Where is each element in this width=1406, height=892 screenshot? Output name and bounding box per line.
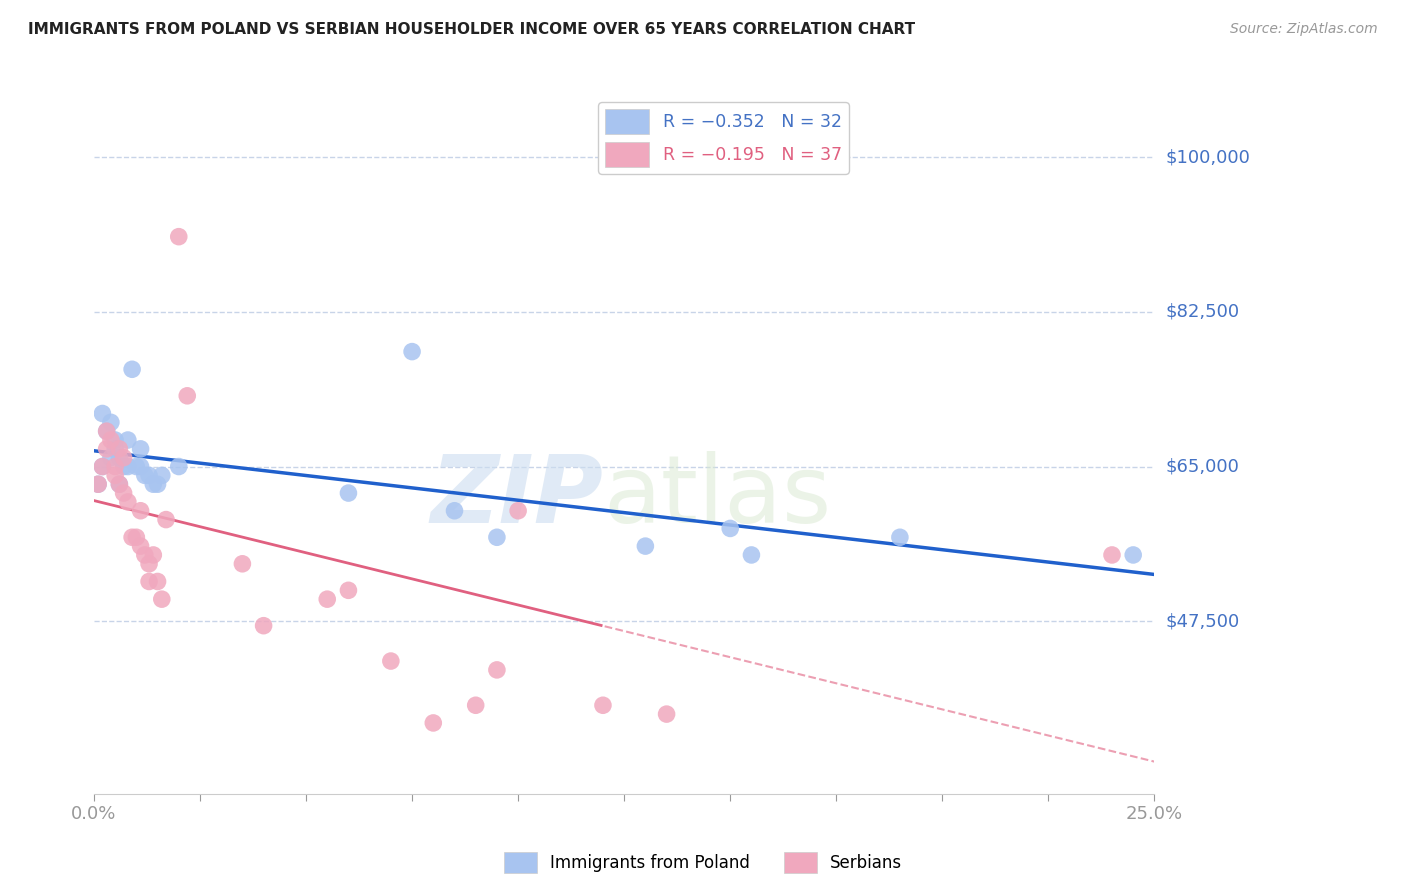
Point xyxy=(91,459,114,474)
Point xyxy=(96,442,118,456)
Point xyxy=(740,548,762,562)
Point xyxy=(155,513,177,527)
Point xyxy=(138,574,160,589)
Point xyxy=(150,592,173,607)
Point xyxy=(337,486,360,500)
Point xyxy=(150,468,173,483)
Point xyxy=(146,574,169,589)
Point xyxy=(718,521,741,535)
Point xyxy=(108,477,131,491)
Point xyxy=(125,530,148,544)
Text: $100,000: $100,000 xyxy=(1166,148,1250,166)
Point xyxy=(142,548,165,562)
Point xyxy=(100,415,122,429)
Point xyxy=(167,229,190,244)
Point xyxy=(121,530,143,544)
Point xyxy=(125,459,148,474)
Point xyxy=(129,459,152,474)
Point xyxy=(142,477,165,491)
Point xyxy=(121,362,143,376)
Point xyxy=(655,707,678,722)
Point xyxy=(634,539,657,553)
Point xyxy=(91,407,114,421)
Point xyxy=(104,442,127,456)
Point xyxy=(112,459,135,474)
Text: $47,500: $47,500 xyxy=(1166,612,1240,631)
Point xyxy=(1101,548,1123,562)
Point xyxy=(252,618,274,632)
Point xyxy=(380,654,402,668)
Point xyxy=(108,477,131,491)
Point xyxy=(464,698,486,713)
Legend: R = −0.352   N = 32, R = −0.195   N = 37: R = −0.352 N = 32, R = −0.195 N = 37 xyxy=(599,102,849,174)
Point xyxy=(104,459,127,474)
Point xyxy=(337,583,360,598)
Point xyxy=(134,548,156,562)
Point xyxy=(129,442,152,456)
Point xyxy=(508,504,530,518)
Point xyxy=(401,344,423,359)
Point xyxy=(422,715,444,730)
Point xyxy=(176,389,198,403)
Point xyxy=(592,698,614,713)
Point xyxy=(112,486,135,500)
Text: atlas: atlas xyxy=(603,450,831,542)
Text: $65,000: $65,000 xyxy=(1166,458,1240,475)
Point xyxy=(138,557,160,571)
Point xyxy=(316,592,339,607)
Point xyxy=(91,459,114,474)
Legend: Immigrants from Poland, Serbians: Immigrants from Poland, Serbians xyxy=(496,846,910,880)
Point xyxy=(108,450,131,465)
Point xyxy=(443,504,465,518)
Text: ZIP: ZIP xyxy=(430,450,603,542)
Point xyxy=(485,663,508,677)
Point xyxy=(117,495,139,509)
Point xyxy=(104,433,127,447)
Point xyxy=(108,442,131,456)
Point xyxy=(100,450,122,465)
Point xyxy=(231,557,253,571)
Point xyxy=(96,424,118,438)
Point xyxy=(129,504,152,518)
Point xyxy=(167,459,190,474)
Point xyxy=(104,468,127,483)
Point xyxy=(117,459,139,474)
Point xyxy=(87,477,110,491)
Point xyxy=(87,477,110,491)
Point xyxy=(117,433,139,447)
Point xyxy=(134,468,156,483)
Point xyxy=(96,424,118,438)
Point xyxy=(138,468,160,483)
Point xyxy=(146,477,169,491)
Point xyxy=(1122,548,1144,562)
Text: IMMIGRANTS FROM POLAND VS SERBIAN HOUSEHOLDER INCOME OVER 65 YEARS CORRELATION C: IMMIGRANTS FROM POLAND VS SERBIAN HOUSEH… xyxy=(28,22,915,37)
Point xyxy=(485,530,508,544)
Text: $82,500: $82,500 xyxy=(1166,302,1240,321)
Point xyxy=(100,433,122,447)
Point xyxy=(129,539,152,553)
Point xyxy=(889,530,911,544)
Text: Source: ZipAtlas.com: Source: ZipAtlas.com xyxy=(1230,22,1378,37)
Point xyxy=(112,450,135,465)
